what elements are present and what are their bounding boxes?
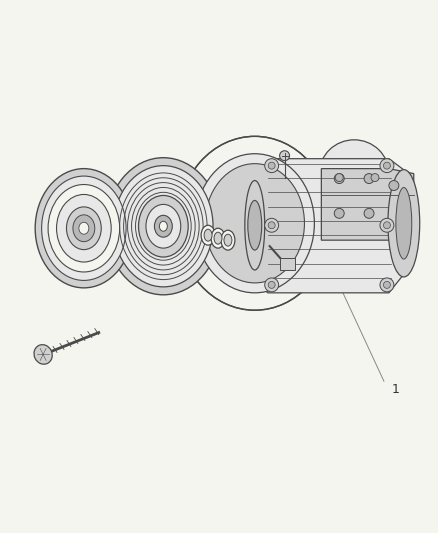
Ellipse shape <box>146 204 181 248</box>
Ellipse shape <box>214 232 222 244</box>
Ellipse shape <box>221 230 235 250</box>
Ellipse shape <box>245 181 265 270</box>
Circle shape <box>279 151 290 160</box>
Ellipse shape <box>57 195 111 262</box>
Ellipse shape <box>35 168 133 288</box>
Ellipse shape <box>155 215 172 237</box>
Circle shape <box>389 181 399 190</box>
Text: 1: 1 <box>392 383 400 395</box>
Ellipse shape <box>79 222 89 234</box>
Circle shape <box>265 278 279 292</box>
Ellipse shape <box>178 136 332 310</box>
Ellipse shape <box>42 176 126 280</box>
Circle shape <box>364 174 374 183</box>
Ellipse shape <box>319 140 389 207</box>
Ellipse shape <box>48 184 120 272</box>
Ellipse shape <box>205 164 304 283</box>
Circle shape <box>268 281 275 288</box>
Circle shape <box>383 281 390 288</box>
Circle shape <box>380 219 394 232</box>
Circle shape <box>268 162 275 169</box>
Ellipse shape <box>204 229 212 241</box>
Polygon shape <box>279 258 294 270</box>
Circle shape <box>268 222 275 229</box>
Circle shape <box>380 159 394 173</box>
Ellipse shape <box>114 166 213 287</box>
Circle shape <box>335 174 343 182</box>
Ellipse shape <box>388 169 420 277</box>
Circle shape <box>334 174 344 183</box>
Ellipse shape <box>248 200 262 250</box>
Circle shape <box>364 208 374 219</box>
Circle shape <box>383 222 390 229</box>
Circle shape <box>334 208 344 219</box>
Circle shape <box>371 174 379 182</box>
Ellipse shape <box>67 207 101 249</box>
Ellipse shape <box>201 225 215 245</box>
Ellipse shape <box>159 221 167 231</box>
Ellipse shape <box>211 228 225 248</box>
Polygon shape <box>321 168 414 240</box>
Polygon shape <box>250 159 409 293</box>
Circle shape <box>265 159 279 173</box>
Circle shape <box>383 162 390 169</box>
Ellipse shape <box>396 188 412 259</box>
Ellipse shape <box>138 196 188 257</box>
Circle shape <box>265 219 279 232</box>
Ellipse shape <box>224 234 232 246</box>
Ellipse shape <box>106 158 220 295</box>
Ellipse shape <box>34 345 52 364</box>
Ellipse shape <box>73 215 95 241</box>
Circle shape <box>380 278 394 292</box>
Ellipse shape <box>195 154 314 293</box>
